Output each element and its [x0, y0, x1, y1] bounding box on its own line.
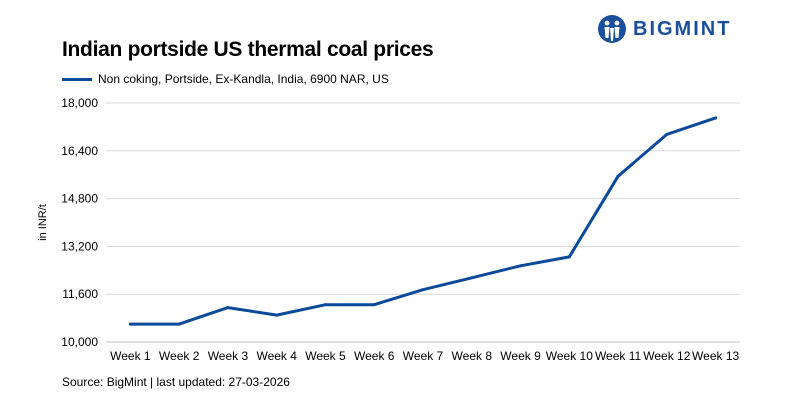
data-point	[616, 174, 620, 178]
chart-legend: Non coking, Portside, Ex-Kandla, India, …	[62, 72, 389, 86]
x-tick-label: Week 8	[452, 349, 493, 363]
data-point	[226, 306, 230, 310]
data-point	[177, 322, 181, 326]
data-point	[519, 264, 523, 268]
legend-label: Non coking, Portside, Ex-Kandla, India, …	[98, 72, 389, 86]
y-tick-label: 16,400	[61, 144, 98, 158]
y-tick-label: 11,600	[62, 287, 98, 301]
chart-title: Indian portside US thermal coal prices	[62, 38, 434, 61]
x-tick-label: Week 10	[546, 349, 593, 363]
x-tick-label: Week 2	[159, 349, 200, 363]
brand-name: BIGMINT	[633, 17, 732, 40]
legend-swatch	[62, 77, 92, 81]
y-tick-label: 13,200	[61, 239, 98, 253]
data-point	[275, 313, 279, 317]
data-point	[567, 255, 571, 259]
brand-logo: BIGMINT	[597, 14, 731, 44]
x-tick-label: Week 3	[208, 349, 249, 363]
y-axis-title: in INR/t	[37, 204, 49, 241]
y-tick-label: 14,800	[61, 192, 98, 206]
x-tick-label: Week 12	[643, 349, 690, 363]
data-point	[323, 303, 327, 307]
data-point	[421, 288, 425, 292]
data-point	[372, 303, 376, 307]
y-tick-label: 10,000	[61, 335, 98, 349]
data-point	[470, 276, 474, 280]
series-line	[128, 116, 718, 326]
x-tick-label: Week 6	[354, 349, 395, 363]
bigmint-logo-icon	[598, 15, 626, 43]
data-point	[128, 322, 132, 326]
data-point	[665, 132, 669, 136]
x-tick-label: Week 1	[110, 349, 151, 363]
x-tick-label: Week 5	[305, 349, 346, 363]
y-tick-label: 18,000	[61, 96, 98, 110]
x-tick-label: Week 4	[256, 349, 297, 363]
x-tick-label: Week 13	[692, 349, 739, 363]
data-point	[714, 116, 718, 120]
x-tick-label: Week 9	[500, 349, 541, 363]
x-tick-label: Week 7	[403, 349, 444, 363]
source-note: Source: BigMint | last updated: 27-03-20…	[62, 375, 290, 389]
x-tick-label: Week 11	[595, 349, 642, 363]
